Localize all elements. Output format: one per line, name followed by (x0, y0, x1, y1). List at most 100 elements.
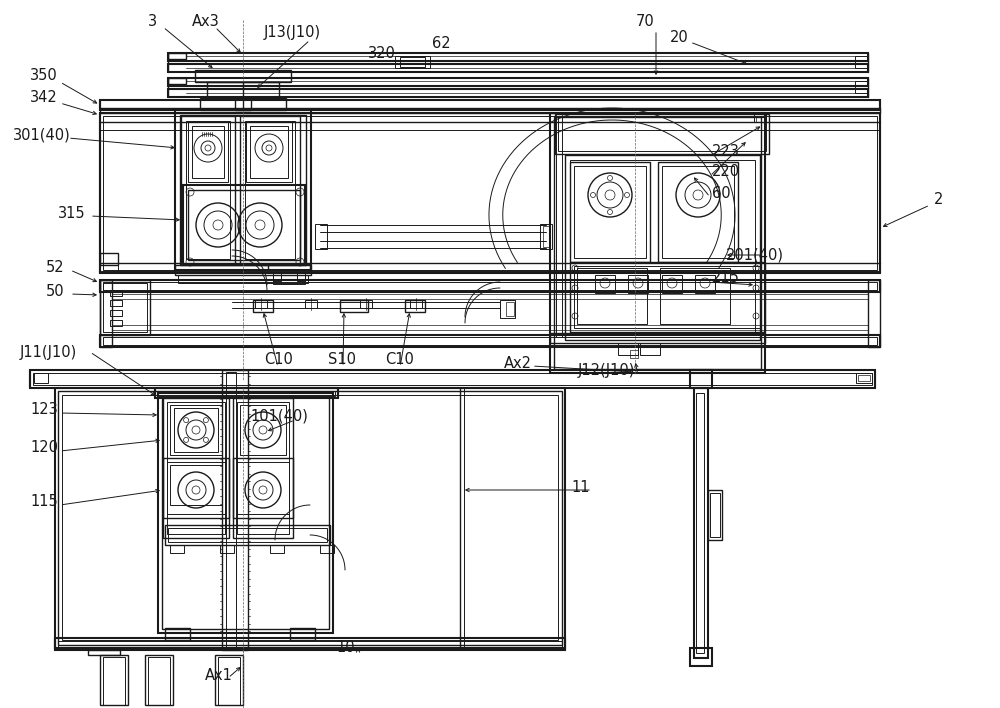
Bar (297, 273, 305, 281)
Bar (180, 115, 306, 265)
Bar (360, 300, 372, 308)
Bar (58, 391, 562, 645)
Bar (570, 160, 755, 335)
Bar (233, 398, 293, 518)
Text: 201(40): 201(40) (726, 248, 784, 263)
Bar (100, 655, 128, 705)
Bar (550, 113, 765, 373)
Bar (110, 310, 122, 316)
Bar (245, 121, 295, 259)
Text: J13(J10): J13(J10) (264, 25, 321, 40)
Bar (754, 114, 766, 122)
Bar (226, 372, 236, 650)
Bar (186, 121, 230, 259)
Bar (400, 57, 425, 67)
Bar (100, 100, 880, 110)
Bar (555, 114, 769, 154)
Bar (207, 82, 279, 98)
Bar (255, 300, 267, 308)
Bar (200, 98, 286, 110)
Bar (395, 56, 430, 68)
Bar (320, 545, 334, 553)
Bar (558, 117, 766, 151)
Bar (660, 268, 730, 324)
Bar (696, 393, 704, 653)
Bar (30, 370, 875, 388)
Bar (574, 266, 761, 328)
Bar (175, 265, 311, 275)
Bar (175, 110, 311, 270)
Text: 3: 3 (148, 14, 157, 30)
Text: S10: S10 (328, 353, 356, 367)
Bar (167, 462, 225, 534)
Bar (618, 343, 638, 355)
Text: 223: 223 (712, 144, 740, 159)
Bar (630, 350, 638, 358)
Text: Ax3: Ax3 (192, 14, 220, 30)
Bar (148, 657, 170, 705)
Text: J11(J10): J11(J10) (20, 345, 77, 360)
Text: 10: 10 (336, 641, 355, 656)
Bar (694, 388, 708, 658)
Bar (103, 116, 877, 270)
Bar (100, 280, 112, 347)
Text: 342: 342 (30, 89, 58, 105)
Bar (165, 525, 330, 545)
Bar (868, 280, 880, 347)
Bar (240, 405, 286, 455)
Bar (110, 290, 122, 296)
Text: 2: 2 (934, 193, 943, 207)
Bar (855, 81, 868, 93)
Text: Ax1: Ax1 (205, 668, 233, 683)
Bar (188, 190, 300, 260)
Text: 20: 20 (670, 30, 689, 45)
Bar (554, 117, 761, 369)
Bar (410, 300, 422, 308)
Bar (268, 264, 310, 272)
Bar (100, 265, 118, 273)
Bar (168, 53, 868, 61)
Bar (237, 462, 289, 534)
Text: 320: 320 (368, 45, 396, 60)
Text: 115: 115 (30, 494, 58, 510)
Bar (222, 370, 248, 650)
Bar (183, 185, 305, 265)
Text: 120: 120 (30, 440, 58, 455)
Bar (540, 224, 552, 249)
Bar (192, 126, 224, 178)
Bar (658, 162, 738, 262)
Bar (235, 98, 251, 110)
Bar (103, 337, 877, 345)
Text: 60: 60 (712, 185, 731, 200)
Bar (195, 70, 291, 82)
Text: 350: 350 (30, 69, 58, 84)
Bar (570, 162, 650, 262)
Bar (273, 272, 305, 284)
Bar (543, 226, 549, 247)
Bar (103, 657, 125, 705)
Text: Ax2: Ax2 (504, 357, 532, 372)
Bar (158, 391, 335, 396)
Bar (100, 280, 150, 335)
Bar (88, 650, 120, 655)
Text: 101(40): 101(40) (250, 409, 308, 423)
Bar (500, 300, 515, 318)
Bar (162, 397, 329, 629)
Bar (33, 373, 872, 385)
Bar (554, 337, 761, 343)
Bar (270, 545, 284, 553)
Bar (305, 300, 317, 308)
Bar (100, 108, 880, 113)
Text: 11: 11 (571, 479, 590, 494)
Bar (100, 335, 880, 347)
Bar (168, 528, 327, 542)
Bar (55, 638, 565, 650)
Bar (110, 300, 122, 306)
Bar (58, 641, 562, 647)
Bar (110, 320, 122, 326)
Bar (695, 275, 715, 293)
Bar (178, 275, 308, 283)
Bar (163, 398, 229, 518)
Bar (662, 275, 682, 293)
Bar (708, 490, 722, 540)
